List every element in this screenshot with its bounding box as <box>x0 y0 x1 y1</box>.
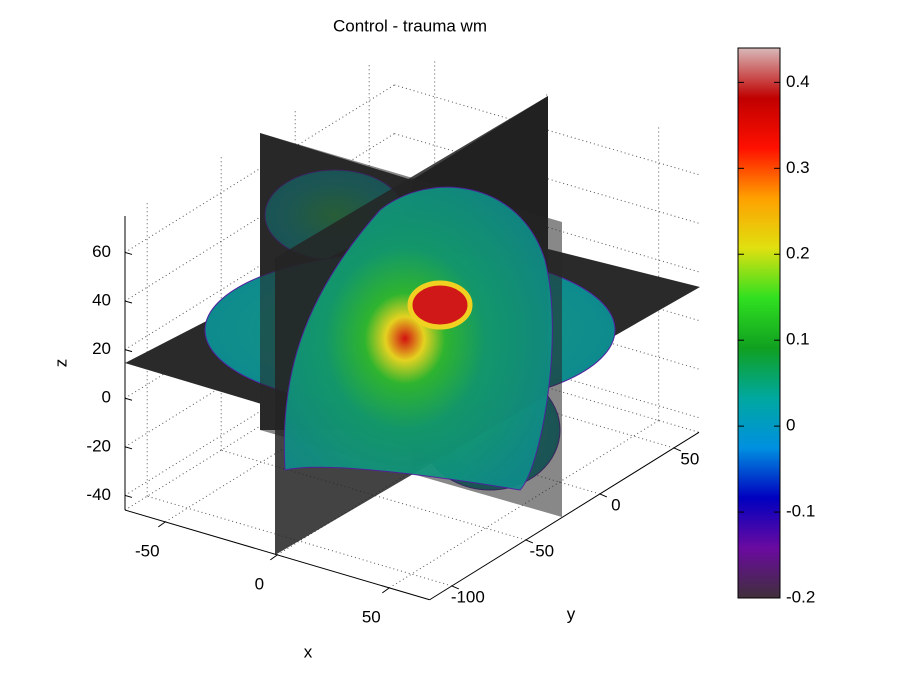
grid-line <box>394 84 700 176</box>
grid-line <box>124 84 395 253</box>
y-tick-label: 0 <box>611 495 620 514</box>
y-tick-label: 50 <box>680 449 699 468</box>
z-tick <box>124 349 133 353</box>
x-tick <box>270 554 278 561</box>
colorbar-scale <box>737 47 781 599</box>
z-tick-label: 60 <box>92 242 111 261</box>
y-tick <box>451 585 460 590</box>
colorbar-tick-label: 0 <box>786 416 795 435</box>
colorbar-tick-label: -0.2 <box>786 587 815 606</box>
y-tick <box>525 539 534 544</box>
colorbar: -0.2 -0.1 0 0.1 0.2 0.3 0.4 <box>737 47 815 606</box>
colorbar-tick-label: 0.3 <box>786 158 810 177</box>
colorbar-tick-label: 0.4 <box>786 72 810 91</box>
grid-line <box>221 449 526 541</box>
x-tick-label: 0 <box>255 574 264 593</box>
y-tick <box>599 493 608 498</box>
z-tick <box>124 251 133 255</box>
x-axis-label: x <box>304 642 313 661</box>
colorbar-tick-label: -0.1 <box>786 502 815 521</box>
z-tick-label: -40 <box>86 485 111 504</box>
grid-line <box>389 420 659 589</box>
colorbar-tick-label: 0.1 <box>786 330 810 349</box>
slice-hotspot <box>407 280 473 330</box>
chart-title: Control - trauma wm <box>333 16 487 35</box>
y-axis-label: y <box>567 604 576 623</box>
axes: -50 0 50 -100 -50 0 50 -40 -20 0 20 40 60 <box>86 215 700 626</box>
z-tick-label: 0 <box>102 388 111 407</box>
z-tick <box>124 397 133 401</box>
x-tick <box>158 521 166 528</box>
x-tick <box>382 587 390 594</box>
y-tick <box>673 447 682 452</box>
z-tick <box>124 446 133 450</box>
colorbar-tick-label: 0.2 <box>786 244 810 263</box>
z-tick-label: 40 <box>92 291 111 310</box>
slices <box>125 96 700 555</box>
y-tick-label: -50 <box>530 541 555 560</box>
grid-line <box>147 495 452 587</box>
grid-line <box>394 133 700 224</box>
y-axis <box>429 431 700 601</box>
z-tick-label: 20 <box>92 339 111 358</box>
z-tick <box>124 494 133 498</box>
z-tick <box>124 300 133 304</box>
x-tick-label: 50 <box>362 607 381 626</box>
y-tick-label: -100 <box>451 587 485 606</box>
x-tick-label: -50 <box>135 541 160 560</box>
slice-brain <box>283 186 553 491</box>
z-tick-label: -20 <box>86 436 111 455</box>
z-axis-label: z <box>51 359 70 368</box>
